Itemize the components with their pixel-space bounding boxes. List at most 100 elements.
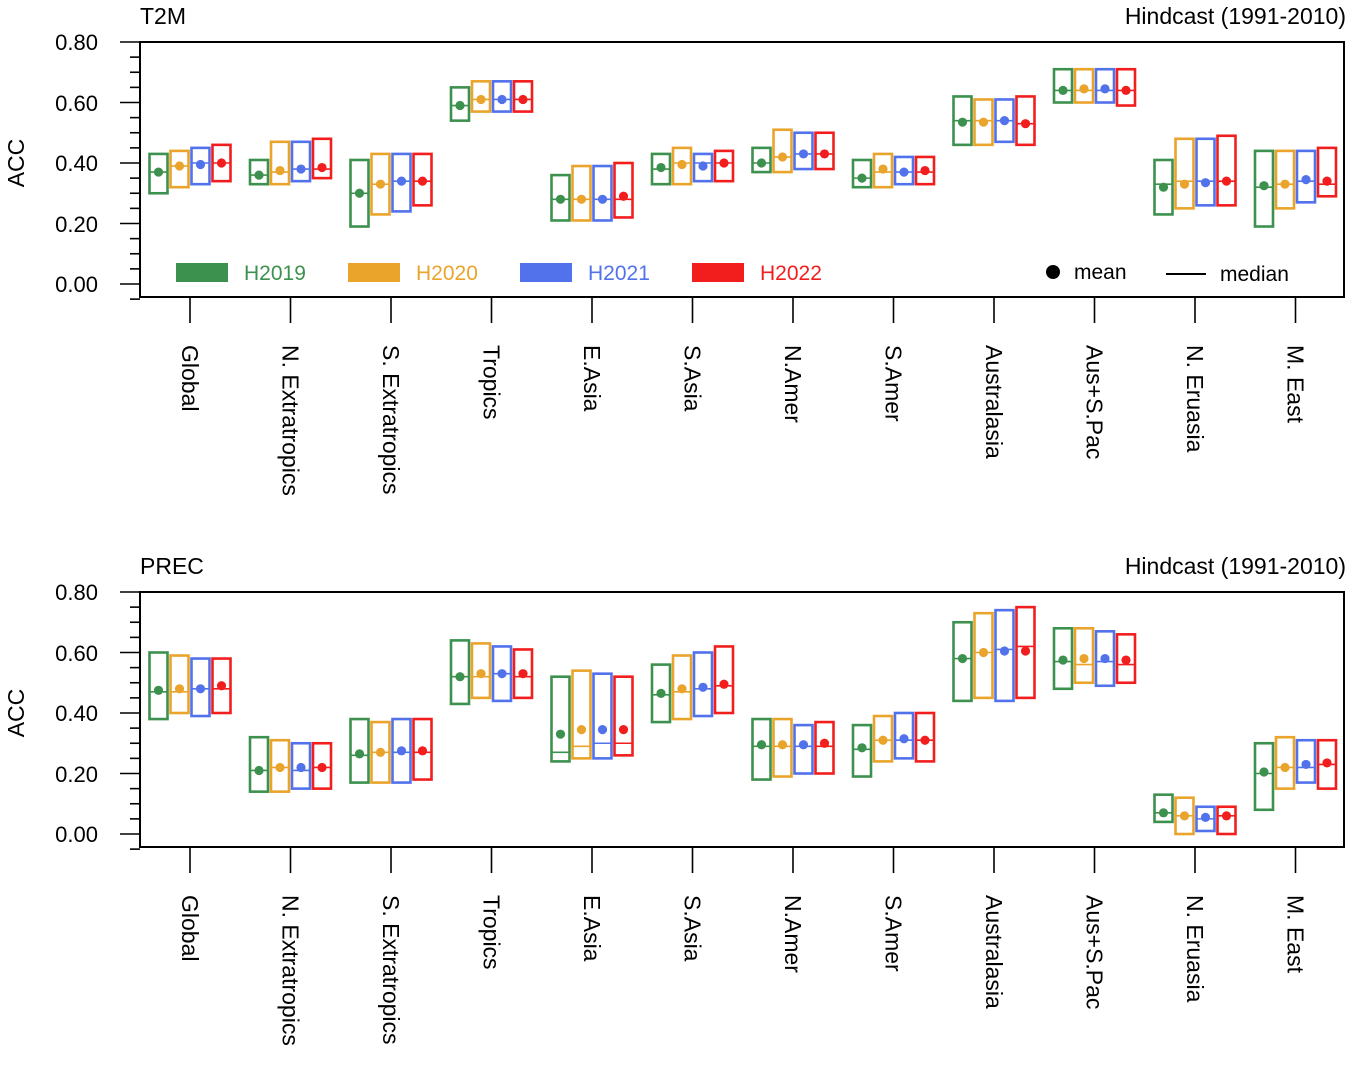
box-range — [269, 738, 291, 793]
box-range — [671, 654, 693, 721]
box-h2022-n-amer — [814, 720, 835, 775]
box-mean-dot — [317, 162, 327, 173]
box-h2022-s-extratropics — [412, 152, 433, 207]
box-h2021-aus-s-pac — [1094, 67, 1116, 104]
box-mean-dot — [677, 159, 687, 170]
box-h2020-global — [169, 654, 190, 715]
box-range — [650, 663, 672, 724]
box-h2019-global — [148, 152, 169, 195]
box-mean-dot — [1200, 178, 1211, 188]
category-label-n-amer: N.Amer — [780, 345, 806, 423]
box-mean-dot — [1100, 84, 1110, 94]
box-h2019-s-asia — [650, 663, 672, 724]
category-label-s-asia: S.Asia — [680, 345, 706, 412]
box-h2021-australasia — [994, 98, 1015, 144]
box-h2020-n-amer — [772, 717, 793, 778]
box-range — [793, 131, 814, 171]
box-h2019-m-east — [1253, 149, 1275, 228]
box-mean-dot — [396, 176, 407, 186]
box-mean-dot — [719, 679, 729, 689]
box-range — [449, 639, 471, 706]
box-range — [772, 717, 793, 778]
prec-boxes — [148, 605, 1338, 836]
box-h2020-m-east — [1274, 149, 1296, 210]
category-label-s-asia: S.Asia — [680, 895, 706, 962]
box-mean-dot — [518, 669, 528, 679]
box-mean-dot — [1301, 759, 1311, 770]
box-h2020-e-asia — [571, 669, 592, 760]
box-range — [190, 657, 211, 718]
box-h2021-n-eruasia — [1195, 805, 1216, 833]
box-mean-dot — [1322, 758, 1332, 768]
box-h2019-s-extratropics — [349, 717, 370, 784]
box-range — [793, 723, 814, 775]
category-label-e-asia: E.Asia — [579, 895, 605, 962]
box-range — [290, 140, 312, 183]
box-h2022-s-asia — [713, 149, 735, 183]
box-range — [169, 654, 190, 715]
box-h2019-global — [148, 651, 169, 721]
box-range — [491, 80, 513, 113]
box-h2019-s-extratropics — [349, 158, 370, 228]
box-h2022-m-east — [1316, 738, 1338, 790]
box-mean-dot — [275, 165, 285, 176]
box-mean-dot — [455, 672, 465, 682]
t2m-panel-title: T2M — [140, 3, 186, 29]
box-mean-dot — [1100, 653, 1110, 664]
category-label-aus-s-pac: Aus+S.Pac — [1082, 895, 1108, 1009]
box-h2020-m-east — [1274, 735, 1296, 790]
box-mean-dot — [174, 684, 185, 694]
box-h2021-s-extratropics — [391, 717, 412, 784]
box-mean-dot — [153, 167, 164, 177]
box-range — [613, 675, 634, 757]
box-h2019-s-amer — [851, 158, 873, 189]
box-range — [148, 651, 169, 721]
box-h2022-s-extratropics — [412, 717, 433, 781]
box-range — [1115, 67, 1137, 107]
box-range — [952, 620, 973, 703]
box-mean-dot — [174, 161, 185, 171]
box-h2020-e-asia — [571, 164, 592, 222]
t2m-boxes — [148, 67, 1338, 228]
box-range — [1274, 735, 1296, 790]
box-mean-dot — [1121, 85, 1131, 95]
box-range — [814, 131, 835, 171]
box-range — [692, 651, 714, 718]
box-h2020-n-amer — [772, 128, 793, 174]
box-h2021-tropics — [491, 80, 513, 113]
box-h2021-e-asia — [592, 164, 613, 222]
prec-ytick-label: 0.60 — [55, 641, 98, 666]
box-h2022-n-extratropics — [311, 137, 333, 180]
box-mean-dot — [1179, 811, 1190, 821]
prec-plot-frame — [139, 591, 1345, 848]
box-mean-dot — [518, 94, 528, 105]
box-range — [893, 711, 915, 760]
category-label-m-east: M. East — [1283, 345, 1309, 424]
box-h2021-n-eruasia — [1195, 137, 1216, 207]
box-mean-dot — [576, 725, 587, 735]
box-range — [1195, 137, 1216, 207]
prec-y-axis-label: ACC — [3, 689, 29, 738]
box-mean-dot — [1280, 762, 1290, 773]
box-mean-dot — [777, 152, 788, 162]
t2m-ytick-label: 0.80 — [55, 30, 98, 55]
box-mean-dot — [576, 194, 587, 204]
box-mean-dot — [153, 685, 164, 695]
box-mean-dot — [719, 158, 729, 168]
box-mean-dot — [878, 164, 888, 174]
box-range — [713, 645, 735, 715]
box-range — [1174, 137, 1195, 210]
box-h2020-s-asia — [671, 146, 693, 186]
box-h2022-australasia — [1015, 605, 1036, 700]
box-h2022-australasia — [1015, 95, 1036, 147]
box-range — [311, 137, 333, 180]
box-range — [269, 140, 291, 186]
box-range — [592, 672, 613, 760]
legend-median-label: median — [1220, 263, 1289, 286]
box-range — [1094, 630, 1116, 688]
legend-mean-label: mean — [1074, 261, 1127, 284]
box-h2021-s-asia — [692, 651, 714, 718]
box-mean-dot — [920, 165, 930, 176]
box-h2022-s-amer — [914, 155, 936, 186]
